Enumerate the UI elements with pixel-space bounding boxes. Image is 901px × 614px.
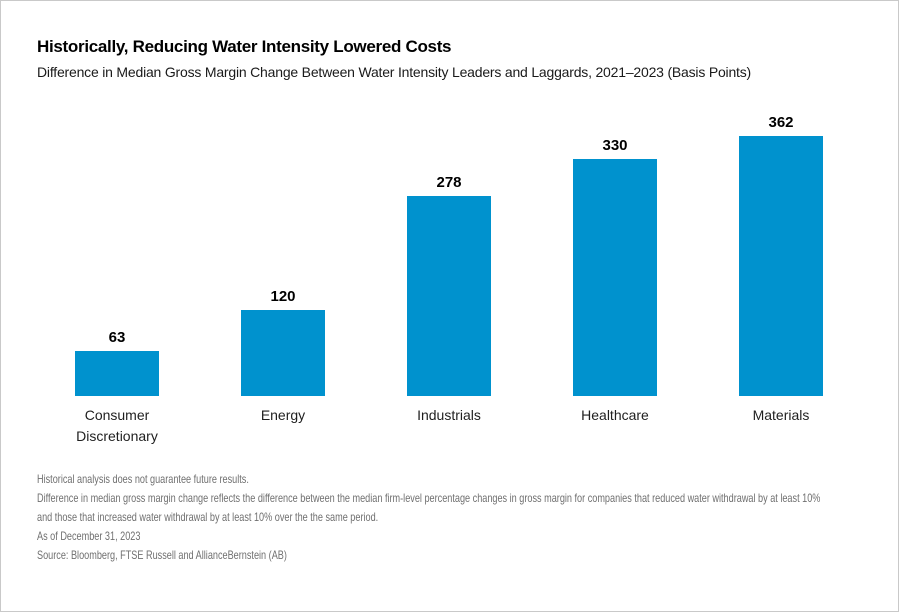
bar-energy <box>241 310 325 396</box>
footnote-line-2: Difference in median gross margin change… <box>37 491 821 505</box>
chart-title: Historically, Reducing Water Intensity L… <box>37 37 452 56</box>
bar-value-label-industrials: 278 <box>436 174 462 191</box>
category-label-industrials: Industrials <box>366 405 532 447</box>
category-label-text: Healthcare <box>581 407 649 423</box>
category-label-energy: Energy <box>200 405 366 447</box>
bar-column-healthcare: 330 <box>532 109 698 396</box>
footnotes: Historical analysis does not guarantee f… <box>37 470 896 565</box>
bar-value-label-healthcare: 330 <box>602 137 628 154</box>
bar-column-energy: 120 <box>200 109 366 396</box>
bar-value-label-consumer-discretionary: 63 <box>108 329 126 346</box>
category-label-text: Energy <box>260 407 306 423</box>
category-label-materials: Materials <box>698 405 864 447</box>
bar-chart: 63 120 278 330 362 <box>34 109 864 396</box>
chart-subtitle: Difference in Median Gross Margin Change… <box>37 64 751 80</box>
category-label-text: Materials <box>752 407 810 423</box>
category-label-healthcare: Healthcare <box>532 405 698 447</box>
category-label-consumer-discretionary: Consumer Discretionary <box>34 405 200 447</box>
bar-healthcare <box>573 159 657 396</box>
footnote-line-1: Historical analysis does not guarantee f… <box>37 472 249 486</box>
bar-column-industrials: 278 <box>366 109 532 396</box>
footnote-line-5: Source: Bloomberg, FTSE Russell and Alli… <box>37 548 287 562</box>
bar-materials <box>739 136 823 396</box>
bar-industrials <box>407 196 491 396</box>
bar-value-label-materials: 362 <box>768 114 794 131</box>
category-label-text: Industrials <box>417 407 481 423</box>
category-label-text: Consumer Discretionary <box>76 407 158 444</box>
bar-value-label-energy: 120 <box>270 288 296 305</box>
bar-consumer-discretionary <box>75 351 159 396</box>
bar-column-consumer-discretionary: 63 <box>34 109 200 396</box>
footnote-line-3: and those that increased water withdrawa… <box>37 510 379 524</box>
category-labels: Consumer Discretionary Energy Industrials H… <box>34 405 864 447</box>
footnote-line-4: As of December 31, 2023 <box>37 529 141 543</box>
bar-column-materials: 362 <box>698 109 864 396</box>
